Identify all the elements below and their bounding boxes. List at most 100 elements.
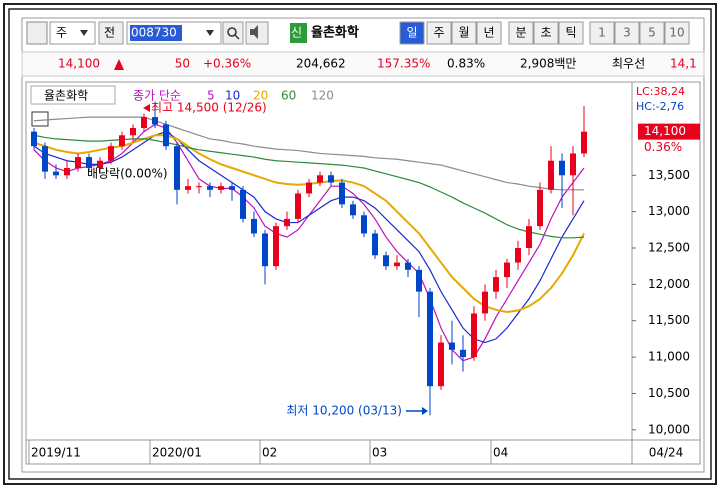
candle-body	[504, 262, 510, 278]
last-date: 04/24	[649, 446, 684, 460]
period-label: 주	[433, 26, 444, 40]
candle-body	[482, 291, 488, 314]
interval-button[interactable]	[614, 21, 640, 45]
candle-body	[493, 277, 499, 292]
candle-body	[416, 269, 422, 292]
x-axis-box	[25, 439, 701, 465]
ma-line	[33, 134, 585, 239]
period-button[interactable]	[399, 21, 425, 45]
candle-body	[526, 226, 532, 248]
turnover: 0.83%	[447, 57, 485, 71]
candle-body	[108, 146, 114, 161]
speaker-icon	[250, 25, 258, 39]
arrow	[143, 104, 150, 112]
y-tick-label: 10,500	[648, 386, 690, 400]
candle-body	[130, 128, 136, 136]
chart-frame	[25, 81, 701, 441]
candle-body	[537, 189, 543, 227]
period-button[interactable]	[426, 21, 452, 45]
interval-label: 3	[623, 26, 631, 40]
arrow	[422, 407, 428, 415]
candle-body	[350, 204, 356, 216]
market-select[interactable]	[49, 21, 96, 45]
candle-body	[361, 215, 367, 234]
mode: 전	[104, 26, 115, 40]
inner-frame	[8, 8, 712, 480]
volume: 204,662	[296, 57, 346, 71]
badge: 신	[291, 26, 302, 40]
period-label: 년	[483, 26, 494, 40]
search-icon	[234, 34, 240, 40]
candle-body	[394, 262, 400, 267]
candle-body	[581, 131, 587, 154]
x-tick-label: 2020/01	[152, 446, 202, 460]
candle-body	[240, 189, 246, 219]
candle-body	[262, 233, 268, 267]
search-button[interactable]	[222, 21, 244, 45]
candle-body	[548, 160, 554, 190]
candle-body	[460, 349, 466, 358]
ma-line	[33, 116, 584, 191]
change-label: 0.36%	[644, 140, 682, 154]
change: 50	[175, 57, 190, 71]
dropdown-arrow	[80, 30, 88, 36]
menu-icon[interactable]	[26, 21, 48, 45]
candle-body	[427, 291, 433, 387]
interval-label: 5	[648, 26, 656, 40]
low-note: 최저 10,200 (03/13)	[286, 404, 402, 418]
candle-body	[152, 117, 158, 125]
candle-body	[438, 342, 444, 387]
candle-body	[42, 146, 48, 172]
period-button[interactable]	[533, 21, 559, 45]
period-button[interactable]	[451, 21, 477, 45]
interval-label: 1	[598, 26, 606, 40]
interval-button[interactable]	[664, 21, 690, 45]
interval-button[interactable]	[639, 21, 665, 45]
volume-rate: 157.35%	[377, 57, 430, 71]
dividend-note: 배당락(0.00%)	[87, 167, 168, 181]
legend-entry: 5	[207, 89, 215, 103]
period-label: 초	[540, 26, 551, 40]
y-tick-label: 12,000	[648, 277, 690, 291]
candle-body	[141, 117, 147, 128]
candle-body	[53, 171, 59, 176]
candle-body	[471, 313, 477, 358]
y-tick-label: 10,000	[648, 422, 690, 436]
info-bar	[21, 51, 705, 77]
amount: 2,908백만	[520, 57, 576, 71]
candle-body	[196, 186, 202, 188]
candle-body	[174, 146, 180, 190]
candle-body	[86, 157, 92, 168]
price-label: 14,100	[644, 124, 686, 138]
x-tick-label: 02	[262, 446, 277, 460]
candle-body	[559, 160, 565, 176]
best-price: 14,1	[670, 57, 697, 71]
candle-body	[383, 255, 389, 267]
period-button[interactable]	[476, 21, 502, 45]
lc: LC:38,24	[636, 85, 685, 98]
y-tick-label: 11,500	[648, 313, 690, 327]
candle-body	[405, 262, 411, 270]
selection	[130, 25, 182, 41]
window	[21, 17, 705, 473]
candle-body	[163, 124, 169, 147]
candle-body	[31, 131, 37, 147]
table-icon[interactable]	[31, 111, 49, 127]
period-button[interactable]	[558, 21, 584, 45]
mode-button[interactable]	[98, 21, 124, 45]
legend-entry: 120	[311, 89, 334, 103]
candle-body	[207, 186, 213, 190]
candle-body	[185, 186, 191, 190]
candle-body	[119, 135, 125, 147]
candle-body	[339, 182, 345, 205]
interval-button[interactable]	[589, 21, 615, 45]
candle-body	[306, 182, 312, 194]
period-button[interactable]	[508, 21, 534, 45]
candle-body	[449, 342, 455, 350]
candle-body	[251, 218, 257, 234]
candle-body	[372, 233, 378, 256]
period-label: 분	[515, 26, 526, 40]
change-rate: +0.36%	[203, 57, 251, 71]
market: 주	[56, 26, 67, 40]
